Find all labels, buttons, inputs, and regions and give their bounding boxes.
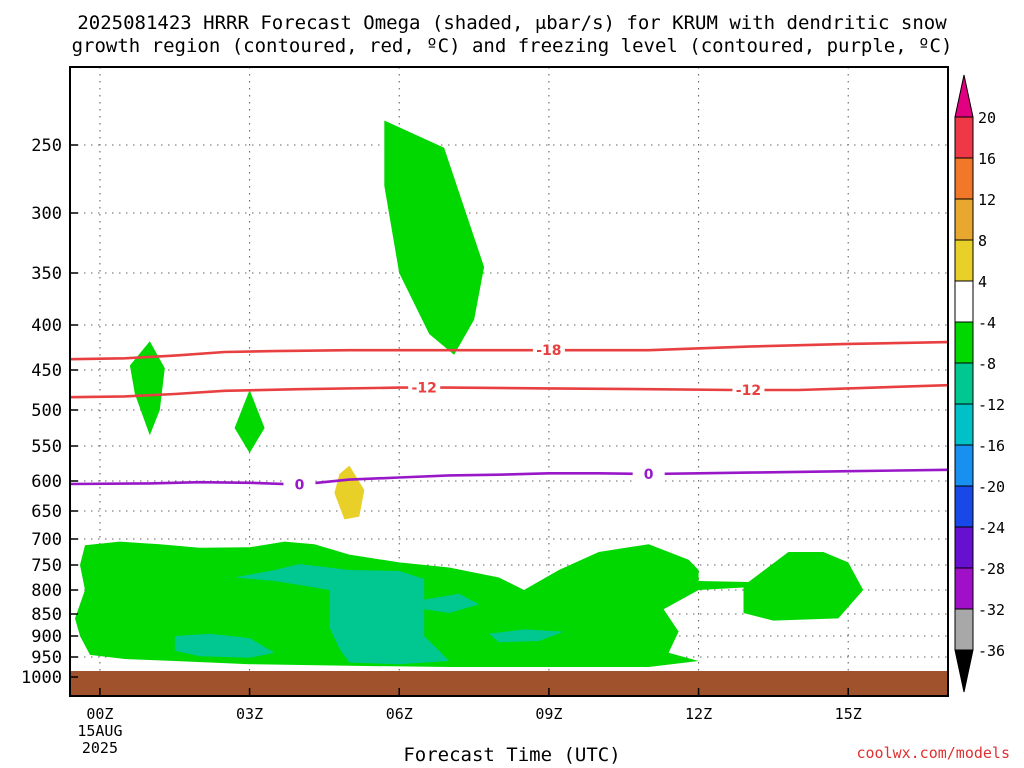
y-tick-label-600: 600 <box>31 472 62 492</box>
contour-label-0-0: 0 <box>295 478 305 494</box>
contour-line--12 <box>69 383 949 399</box>
colorbar-segment-10 <box>954 526 974 569</box>
colorbar-segment-0 <box>954 116 974 159</box>
colorbar-bottom-arrow <box>954 649 974 693</box>
colorbar-label-1: 16 <box>978 150 996 168</box>
x-date-label: 15AUG <box>77 722 122 740</box>
plot-border <box>69 66 949 697</box>
colorbar-segment-3 <box>954 239 974 282</box>
y-tick-label-1000: 1000 <box>21 668 62 688</box>
colorbar-label-0: 20 <box>978 109 996 127</box>
omega-region-neg8-6 <box>174 633 275 658</box>
x-tick-label-00Z: 00Z <box>86 705 113 723</box>
y-tick-label-850: 850 <box>31 605 62 625</box>
colorbar-segment-9 <box>954 485 974 528</box>
omega-shaded-regions <box>75 120 864 667</box>
y-tick-label-250: 250 <box>31 136 62 156</box>
contour-label-bg-0-0 <box>283 475 316 494</box>
y-tick-label-350: 350 <box>31 264 62 284</box>
contour-label-bg--12-1 <box>732 381 765 399</box>
contour-line-0 <box>69 468 949 486</box>
contour-label-bg-0-1 <box>632 465 665 483</box>
omega-region-neg8-8 <box>489 629 564 643</box>
colorbar-label-12: -32 <box>978 601 1005 619</box>
contour-label-bg--18-0 <box>532 341 565 360</box>
colorbar-label-3: 8 <box>978 232 987 250</box>
colorbar-label-11: -28 <box>978 560 1005 578</box>
x-tick-label-15Z: 15Z <box>835 705 862 723</box>
colorbar-label-2: 12 <box>978 191 996 209</box>
contour-label-0-1: 0 <box>644 467 654 483</box>
x-tick-label-09Z: 09Z <box>535 705 562 723</box>
contour-label--12-1: -12 <box>736 383 761 399</box>
omega-region-neg8-7 <box>424 593 480 613</box>
colorbar-segment-6 <box>954 362 974 405</box>
colorbar-label-9: -20 <box>978 478 1005 496</box>
chart-title-line1: 2025081423 HRRR Forecast Omega (shaded, … <box>77 12 947 34</box>
colorbar-label-10: -24 <box>978 519 1005 537</box>
x-tick-label-06Z: 06Z <box>386 705 413 723</box>
colorbar-label-5: -4 <box>978 314 996 332</box>
colorbar-label-4: 4 <box>978 273 987 291</box>
colorbar-segment-5 <box>954 321 974 364</box>
colorbar-segment-12 <box>954 608 974 651</box>
colorbar-segment-8 <box>954 444 974 487</box>
y-tick-label-800: 800 <box>31 581 62 601</box>
x-tick-label-03Z: 03Z <box>236 705 263 723</box>
colorbar-segment-2 <box>954 198 974 241</box>
y-tick-label-700: 700 <box>31 530 62 550</box>
colorbar-label-8: -16 <box>978 437 1005 455</box>
contour-label--18-0: -18 <box>536 343 561 359</box>
temperature-contours: -18 -12 -12 0 0 <box>69 340 949 494</box>
colorbar-segment-7 <box>954 403 974 446</box>
contour-label-bg--12-0 <box>408 378 441 397</box>
x-year-label: 2025 <box>82 739 118 757</box>
y-tick-label-400: 400 <box>31 316 62 336</box>
omega-region-neg4-1 <box>129 341 165 436</box>
omega-region-neg4-0 <box>384 120 485 355</box>
y-tick-label-950: 950 <box>31 648 62 668</box>
colorbar-label-7: -12 <box>978 396 1005 414</box>
y-tick-label-750: 750 <box>31 556 62 576</box>
colorbar-segment-11 <box>954 567 974 610</box>
y-tick-label-900: 900 <box>31 627 62 647</box>
ground-layer <box>70 671 948 696</box>
y-tick-label-550: 550 <box>31 437 62 457</box>
x-axis-label: Forecast Time (UTC) <box>403 744 621 766</box>
y-tick-label-450: 450 <box>31 361 62 381</box>
colorbar-label-6: -8 <box>978 355 996 373</box>
colorbar-top-arrow <box>954 74 974 118</box>
contour-label--12-0: -12 <box>412 381 437 397</box>
chart-title-line2: growth region (contoured, red, ºC) and f… <box>71 35 953 57</box>
contour-line--18 <box>69 340 949 361</box>
plot-frame <box>69 66 949 697</box>
y-tick-label-500: 500 <box>31 401 62 421</box>
x-tick-label-12Z: 12Z <box>685 705 712 723</box>
omega-region-neg8-5 <box>234 564 450 665</box>
colorbar: 20 16 12 8 4 -4 -8 -12 -16 -20 -24 -28 -32 -36 <box>954 74 1005 693</box>
credit-link[interactable]: coolwx.com/models <box>856 744 1010 762</box>
y-axis-ticks: 2503003504004505005506006507007508008509… <box>21 136 78 688</box>
ground-fill <box>70 671 948 696</box>
y-tick-label-300: 300 <box>31 204 62 224</box>
omega-region-neg4-2 <box>234 390 265 453</box>
y-tick-label-650: 650 <box>31 502 62 522</box>
colorbar-segment-4 <box>954 280 974 323</box>
colorbar-label-13: -36 <box>978 642 1005 660</box>
colorbar-segment-1 <box>954 157 974 200</box>
